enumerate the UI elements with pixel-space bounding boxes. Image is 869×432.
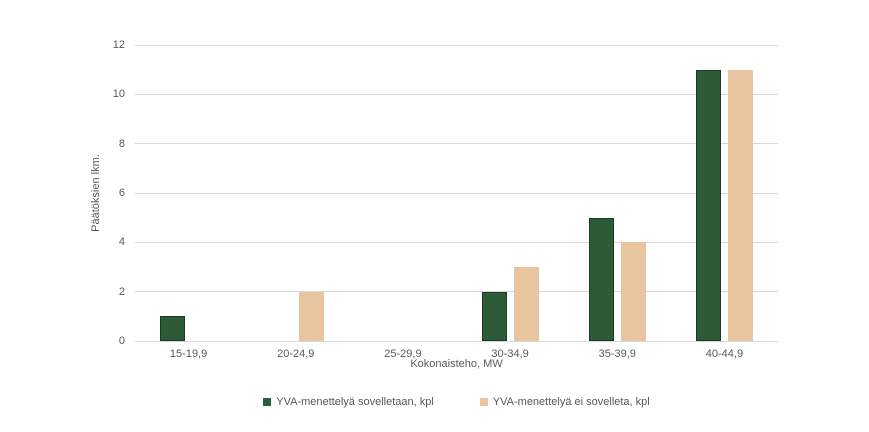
x-tick-label-25-29,9: 25-29,9 — [384, 348, 422, 360]
legend-swatch-icon — [263, 398, 272, 406]
bar-series2-40-44,9 — [727, 69, 753, 341]
y-tick-label-6: 6 — [118, 187, 125, 199]
bar-series1-40-44,9 — [695, 69, 721, 341]
y-tick-label-12: 12 — [112, 39, 125, 51]
plot-area: 0 2 4 6 8 10 12 15-19,9 20-24,9 25-29,9 30-34,9 35-… — [113, 39, 778, 360]
x-tick-label-30-34,9: 30-34,9 — [491, 348, 529, 360]
legend-label: YVA-menettelyä sovelletaan, kpl — [276, 396, 434, 408]
legend-item-1: YVA-menettelyä sovelletaan, kpl — [263, 396, 434, 408]
x-tick-label-35-39,9: 35-39,9 — [598, 348, 636, 360]
bar-series2-20-24,9 — [299, 291, 325, 341]
gridline-y-12 — [135, 44, 778, 46]
x-axis-title: Kokonaisteho, MW — [410, 358, 503, 370]
y-tick-label-4: 4 — [118, 236, 125, 249]
bar-series2-35-39,9 — [620, 242, 646, 341]
gridline-y-4 — [135, 241, 778, 243]
legend-label: YVA-menettelyä ei sovelleta, kpl — [492, 396, 650, 408]
gridline-y-6 — [135, 192, 778, 194]
bar-series1-15-19,9 — [160, 316, 186, 341]
x-tick-label-20-24,9: 20-24,9 — [277, 348, 315, 360]
gridline-y-0 — [135, 340, 778, 342]
gridline-y-8 — [135, 143, 778, 145]
gridline-y-2 — [135, 291, 778, 293]
x-tick-label-40-44,9: 40-44,9 — [705, 348, 744, 360]
y-tick-label-10: 10 — [112, 88, 125, 101]
bar-series2-30-34,9 — [513, 267, 539, 341]
gridline-y-10 — [135, 93, 778, 95]
legend: YVA-menettelyä sovelletaan, kpl YVA-menet… — [135, 396, 778, 408]
bar-series1-35-39,9 — [588, 217, 614, 341]
y-tick-label-0: 0 — [118, 335, 125, 347]
bar-series1-30-34,9 — [481, 291, 507, 341]
legend-item-2: YVA-menettelyä ei sovelleta, kpl — [479, 396, 650, 408]
legend-swatch-icon — [479, 398, 488, 406]
y-tick-label-8: 8 — [118, 137, 125, 150]
y-axis-title: Päätöksien lkm. — [90, 154, 102, 232]
y-tick-label-2: 2 — [118, 285, 125, 298]
x-tick-label-15-19,9: 15-19,9 — [169, 348, 208, 360]
